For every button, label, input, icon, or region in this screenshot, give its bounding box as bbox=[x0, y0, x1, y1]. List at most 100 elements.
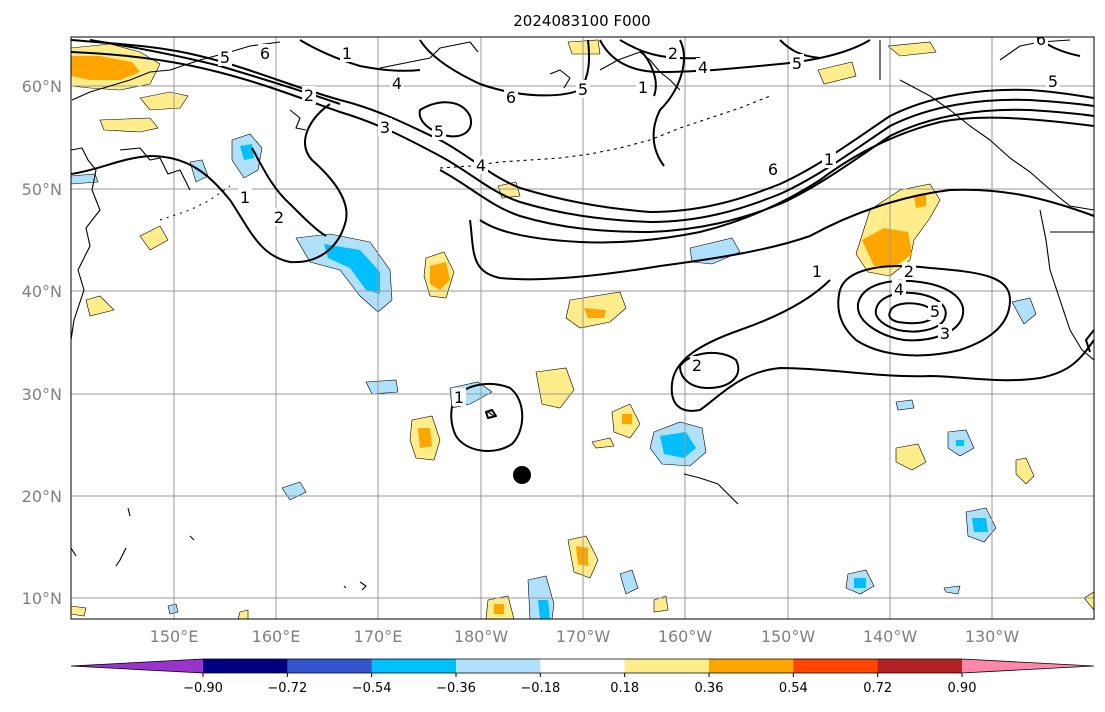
lat-label: 20°N bbox=[22, 487, 62, 506]
fill-patch bbox=[538, 600, 550, 619]
contour-label: 5 bbox=[930, 302, 940, 321]
contour-label: 6 bbox=[768, 160, 778, 179]
fill-patch bbox=[1011, 297, 1037, 325]
longitude-labels: 150°E 160°E 170°E 180°W 170°W 160°W 150°… bbox=[150, 627, 1020, 646]
contour-line bbox=[71, 51, 1094, 223]
contour-label: 4 bbox=[698, 58, 708, 77]
contour-label: 1 bbox=[824, 150, 834, 169]
fill-patch bbox=[584, 308, 606, 318]
lon-label: 140°W bbox=[863, 627, 918, 646]
contour-label: 2 bbox=[304, 86, 314, 105]
coast-segment bbox=[71, 547, 77, 557]
contour-line bbox=[299, 39, 421, 72]
contour-line bbox=[652, 39, 685, 167]
contour-line bbox=[450, 383, 524, 452]
lon-label: 160°E bbox=[252, 627, 301, 646]
alaska-west-coastline bbox=[379, 41, 479, 69]
contour-line bbox=[71, 39, 1094, 213]
map-frame bbox=[70, 36, 1095, 620]
colorbar-segment bbox=[793, 659, 879, 673]
coastlines bbox=[71, 39, 1094, 591]
contour-labels: 6 1 5 4 2 3 5 4 6 5 2 bbox=[218, 30, 1060, 407]
colorbar-tick-label: −0.90 bbox=[183, 681, 223, 696]
fill-patch bbox=[689, 237, 741, 265]
colorbar-segment bbox=[371, 659, 457, 673]
contour-line bbox=[251, 147, 327, 237]
lon-label: 170°W bbox=[556, 627, 611, 646]
contour-line bbox=[485, 409, 497, 419]
colorbar-tick-label: −0.54 bbox=[352, 681, 392, 696]
colorbar-segment bbox=[540, 659, 626, 673]
contour-label: 6 bbox=[506, 88, 516, 107]
north-america-coastline bbox=[1039, 209, 1094, 361]
contour-line bbox=[479, 116, 1094, 244]
fill-patch bbox=[660, 432, 696, 458]
contour-label: 2 bbox=[904, 262, 914, 281]
fill-patch bbox=[817, 61, 857, 85]
lon-label: 180°W bbox=[454, 627, 509, 646]
lon-label: 130°W bbox=[965, 627, 1020, 646]
fill-patch bbox=[1083, 591, 1094, 611]
contour-label: 4 bbox=[894, 280, 904, 299]
contour-label: 2 bbox=[274, 208, 284, 227]
contour-line bbox=[679, 351, 740, 389]
fill-patch bbox=[237, 609, 249, 619]
fill-patch bbox=[418, 428, 432, 448]
siberia-coastline bbox=[71, 41, 281, 101]
contour-label: 1 bbox=[342, 44, 352, 63]
fill-patch bbox=[956, 440, 964, 446]
asia-coastline bbox=[71, 147, 101, 341]
lat-label: 50°N bbox=[22, 180, 62, 199]
contour-label: 6 bbox=[1036, 30, 1046, 49]
fill-patch bbox=[622, 414, 632, 424]
contour-label: 6 bbox=[260, 44, 270, 63]
map-title: 2024083100 F000 bbox=[513, 12, 650, 30]
contour-label: 1 bbox=[454, 388, 464, 407]
contour-line bbox=[469, 188, 1094, 281]
contour-label: 2 bbox=[692, 356, 702, 375]
kamchatka-coastline bbox=[119, 147, 191, 191]
fill-patch bbox=[895, 443, 927, 471]
contour-label: 4 bbox=[476, 156, 486, 175]
colorbar-extension-low bbox=[71, 659, 203, 673]
colorbar-segment bbox=[203, 659, 288, 673]
lon-label: 150°E bbox=[150, 627, 199, 646]
contour-label: 5 bbox=[434, 122, 444, 141]
contour-line bbox=[419, 39, 590, 97]
contour-line bbox=[619, 39, 701, 60]
anomaly-fills bbox=[71, 39, 1094, 619]
fill-patch bbox=[99, 117, 159, 133]
contour-label: 5 bbox=[220, 48, 230, 67]
fill-patch bbox=[914, 194, 926, 208]
contour-label: 3 bbox=[380, 118, 390, 137]
island-coastline bbox=[549, 69, 571, 89]
fill-patch bbox=[71, 605, 87, 617]
fill-patch bbox=[167, 603, 179, 615]
colorbar-segment bbox=[624, 659, 710, 673]
fill-patch bbox=[591, 437, 615, 449]
colorbar-segment bbox=[456, 659, 541, 673]
fill-patch bbox=[430, 262, 450, 290]
island-coastline bbox=[289, 109, 307, 131]
contour-label: 3 bbox=[940, 324, 950, 343]
storm-position-dot bbox=[513, 466, 531, 484]
hawaii-islands bbox=[683, 473, 739, 505]
colorbar: −0.90 −0.72 −0.54 −0.36 −0.18 0.18 0.36 0.54 0.7… bbox=[70, 658, 1095, 696]
lon-label: 160°W bbox=[658, 627, 713, 646]
lat-label: 60°N bbox=[22, 77, 62, 96]
contour-label: 2 bbox=[668, 44, 678, 63]
fill-patch bbox=[619, 569, 639, 595]
fill-patch bbox=[71, 56, 140, 80]
colorbar-tick-label: −0.72 bbox=[267, 681, 307, 696]
contour-line bbox=[439, 108, 1094, 233]
fill-patch bbox=[653, 595, 669, 613]
fill-patch bbox=[895, 399, 915, 411]
kuril-islands bbox=[159, 185, 231, 221]
contour-label: 5 bbox=[578, 80, 588, 99]
colorbar-tick-label: 0.72 bbox=[863, 681, 892, 696]
colorbar-tick-label: 0.54 bbox=[779, 681, 808, 696]
fill-patch bbox=[85, 295, 115, 317]
contour-label: 1 bbox=[240, 188, 250, 207]
fill-patch bbox=[567, 39, 601, 55]
